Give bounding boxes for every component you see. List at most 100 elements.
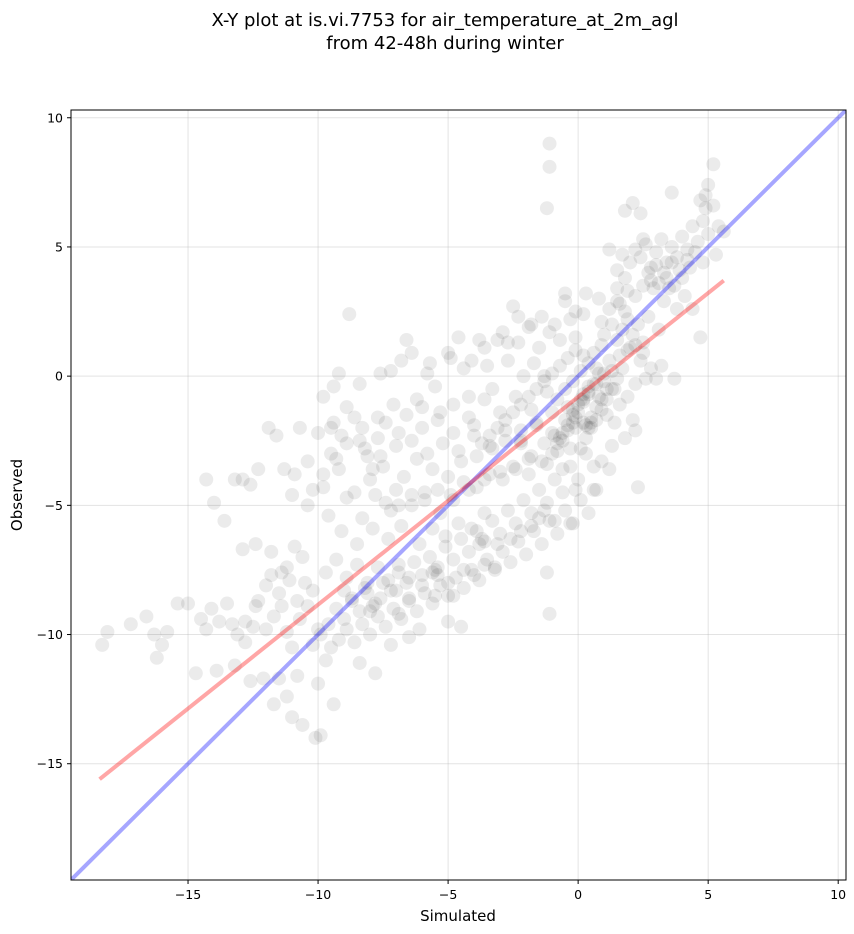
data-point xyxy=(610,294,625,309)
data-point xyxy=(589,400,604,415)
data-point xyxy=(246,619,261,634)
data-point xyxy=(415,568,430,583)
data-point xyxy=(589,413,604,428)
data-point xyxy=(628,338,643,353)
data-point xyxy=(433,405,448,420)
data-point xyxy=(391,498,406,513)
data-point xyxy=(370,609,385,624)
data-point xyxy=(365,462,380,477)
data-point xyxy=(568,304,583,319)
data-point xyxy=(586,482,601,497)
data-point xyxy=(467,568,482,583)
data-point xyxy=(235,542,250,557)
data-point xyxy=(558,382,573,397)
data-point xyxy=(630,480,645,495)
data-point xyxy=(365,599,380,614)
data-point xyxy=(529,418,544,433)
data-point xyxy=(261,420,276,435)
data-point xyxy=(495,544,510,559)
data-point xyxy=(646,281,661,296)
data-point xyxy=(526,524,541,539)
data-point xyxy=(467,418,482,433)
data-point xyxy=(534,309,549,324)
data-point xyxy=(209,663,224,678)
data-point xyxy=(277,462,292,477)
grid-lines xyxy=(71,110,846,880)
data-point xyxy=(428,562,443,577)
data-point xyxy=(256,671,271,686)
data-point xyxy=(477,472,492,487)
data-point xyxy=(274,599,289,614)
data-point xyxy=(425,565,440,580)
data-point xyxy=(524,519,539,534)
data-point xyxy=(329,552,344,567)
data-point xyxy=(305,482,320,497)
data-point xyxy=(264,568,279,583)
data-point xyxy=(623,340,638,355)
data-point xyxy=(446,397,461,412)
data-point xyxy=(355,511,370,526)
data-point xyxy=(649,371,664,386)
data-point xyxy=(599,407,614,422)
data-point xyxy=(534,454,549,469)
data-point xyxy=(373,449,388,464)
x-tick-label: −10 xyxy=(305,887,331,902)
data-point xyxy=(381,573,396,588)
data-point xyxy=(443,351,458,366)
data-point xyxy=(576,415,591,430)
data-point xyxy=(511,335,526,350)
data-point xyxy=(467,428,482,443)
data-point xyxy=(524,402,539,417)
data-point xyxy=(578,286,593,301)
data-point xyxy=(586,345,601,360)
data-point xyxy=(433,506,448,521)
data-point xyxy=(550,444,565,459)
data-point xyxy=(147,627,162,642)
data-point xyxy=(443,488,458,502)
y-tick-label: 10 xyxy=(47,110,63,125)
data-point xyxy=(511,534,526,549)
data-point xyxy=(511,309,526,324)
data-point xyxy=(571,397,586,412)
data-point xyxy=(412,622,427,637)
data-point xyxy=(225,617,240,632)
data-point xyxy=(508,462,523,477)
chart-subtitle: from 42-48h during winter xyxy=(326,33,564,54)
data-point xyxy=(337,583,352,598)
data-point xyxy=(394,519,409,534)
data-point xyxy=(474,436,489,451)
data-point xyxy=(194,612,209,627)
data-point xyxy=(389,482,404,497)
data-point xyxy=(428,379,443,394)
data-point xyxy=(610,263,625,278)
plot-frame xyxy=(70,109,847,881)
data-point xyxy=(552,332,567,347)
data-point xyxy=(581,387,596,402)
data-point xyxy=(506,299,521,314)
data-point xyxy=(542,159,557,174)
data-point xyxy=(285,640,300,655)
data-point xyxy=(227,472,242,487)
data-point xyxy=(321,508,336,523)
data-point xyxy=(464,521,479,536)
data-point xyxy=(651,322,666,337)
data-point xyxy=(430,482,445,497)
y-axis-ticks: −15 −10 −5 0 5 10 xyxy=(37,110,71,771)
data-point xyxy=(420,446,435,461)
x-tick-label: −5 xyxy=(439,887,457,902)
data-point xyxy=(248,537,263,552)
data-point xyxy=(487,560,502,575)
data-point xyxy=(451,444,466,459)
data-point xyxy=(326,379,341,394)
data-point xyxy=(230,627,245,642)
data-point xyxy=(425,462,440,477)
data-point xyxy=(456,581,471,596)
data-point xyxy=(617,203,632,218)
data-point xyxy=(339,570,354,585)
data-point xyxy=(571,472,586,487)
data-point xyxy=(643,260,658,275)
data-point xyxy=(469,524,484,539)
data-point xyxy=(558,294,573,309)
data-point xyxy=(550,436,565,451)
data-point xyxy=(568,420,583,435)
